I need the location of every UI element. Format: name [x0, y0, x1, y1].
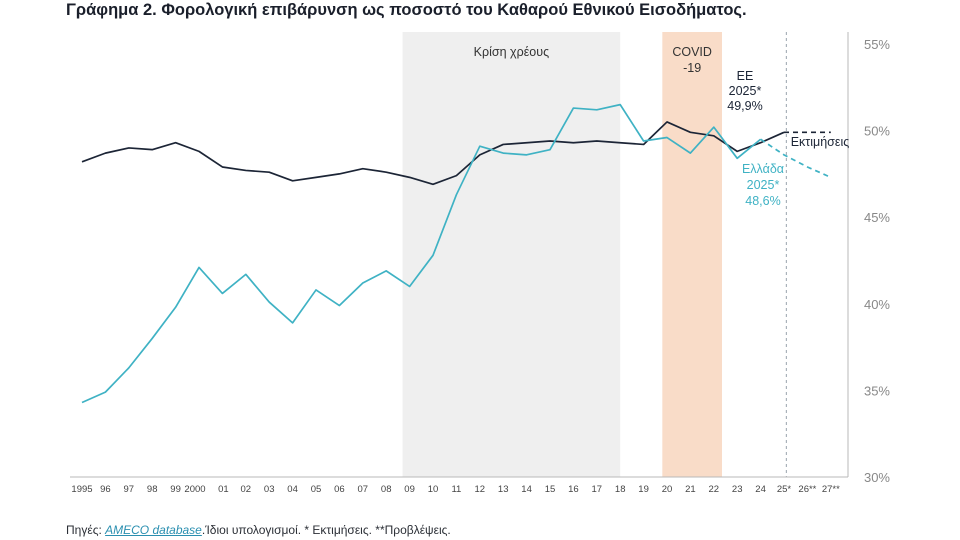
x-tick-label: 04 [287, 484, 298, 495]
band-0 [402, 32, 621, 477]
x-tick-label: 19 [638, 484, 649, 495]
x-tick-label: 24 [755, 484, 766, 495]
y-tick-label: 30% [864, 470, 890, 485]
x-tick-label: 08 [381, 484, 392, 495]
ameco-link[interactable]: AMECO database [105, 523, 202, 537]
x-tick-label: 2000 [184, 484, 205, 495]
x-tick-label: 14 [521, 484, 532, 495]
x-tick-label: 02 [241, 484, 252, 495]
x-tick-label: 09 [404, 484, 415, 495]
band-label-0-0: Κρίση χρέους [474, 45, 549, 59]
eu-annotation-line: 49,9% [727, 99, 762, 113]
x-tick-label: 05 [311, 484, 322, 495]
x-tick-label: 27** [822, 484, 840, 495]
x-tick-label: 26** [798, 484, 816, 495]
y-tick-label: 50% [864, 124, 890, 139]
y-tick-label: 40% [864, 297, 890, 312]
x-tick-label: 99 [170, 484, 181, 495]
eu-annotation-line: 2025* [729, 84, 762, 98]
band-1 [662, 32, 722, 477]
band-label-1-1: -19 [683, 61, 701, 75]
y-tick-label: 45% [864, 210, 890, 225]
x-tick-label: 97 [124, 484, 135, 495]
y-tick-label: 55% [864, 37, 890, 52]
x-tick-label: 13 [498, 484, 509, 495]
x-tick-label: 98 [147, 484, 158, 495]
source-note: Πηγές: AMECO database.Ίδιοι υπολογισμοί.… [66, 523, 451, 537]
greece-annotation-line: Ελλάδα [742, 162, 784, 176]
greece-projection-line [760, 138, 832, 179]
x-tick-label: 03 [264, 484, 275, 495]
x-tick-label: 06 [334, 484, 345, 495]
x-tick-label: 18 [615, 484, 626, 495]
x-tick-label: 22 [709, 484, 720, 495]
x-tick-label: 23 [732, 484, 743, 495]
x-tick-label: 25* [777, 484, 792, 495]
greece-annotation-line: 2025* [747, 178, 780, 192]
x-tick-label: 01 [218, 484, 229, 495]
eu-annotation-line: ΕΕ [737, 69, 754, 83]
x-tick-label: 15 [545, 484, 556, 495]
x-tick-label: 20 [662, 484, 673, 495]
source-prefix: Πηγές: [66, 523, 106, 537]
chart-title: Γράφημα 2. Φορολογική επιβάρυνση ως ποσο… [66, 1, 747, 19]
band-label-1-0: COVID [672, 45, 712, 59]
greece-series-line [81, 103, 762, 404]
x-tick-label: 16 [568, 484, 579, 495]
y-tick-label: 35% [864, 383, 890, 398]
estimates-label: Εκτιμήσεις [791, 135, 850, 149]
x-tick-label: 21 [685, 484, 696, 495]
x-tick-label: 17 [592, 484, 603, 495]
greece-annotation-line: 48,6% [745, 194, 780, 208]
x-tick-label: 1995 [71, 484, 92, 495]
x-tick-label: 12 [475, 484, 486, 495]
source-suffix: .Ίδιοι υπολογισμοί. * Εκτιμήσεις. **Προβ… [201, 523, 451, 537]
eu-series-line [81, 121, 785, 186]
x-tick-label: 11 [451, 484, 461, 495]
x-tick-label: 07 [358, 484, 369, 495]
x-tick-label: 96 [100, 484, 111, 495]
x-tick-label: 10 [428, 484, 439, 495]
